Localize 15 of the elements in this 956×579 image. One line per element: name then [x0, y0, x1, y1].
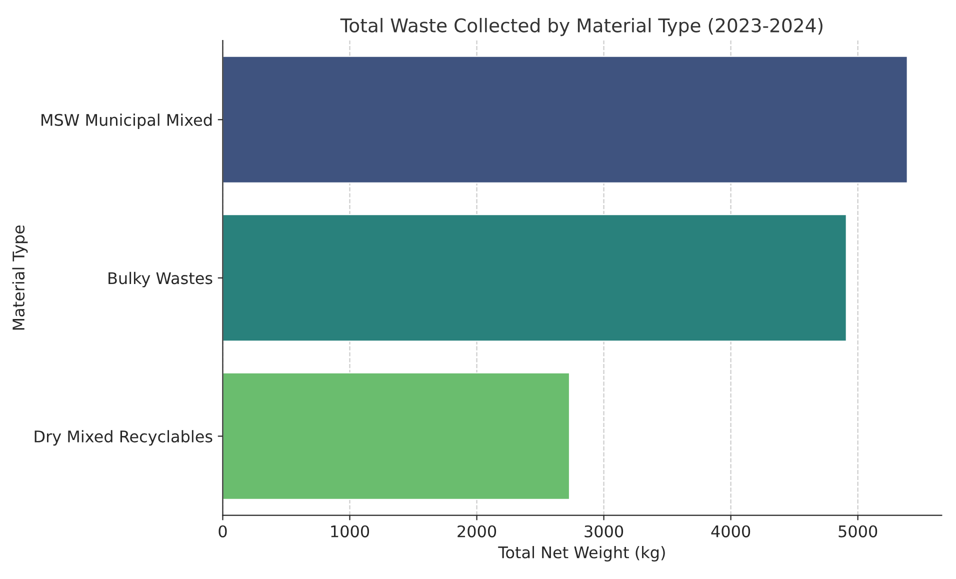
x-tick-label: 0 — [218, 525, 227, 538]
x-tick-label: 1000 — [331, 525, 370, 538]
y-axis-title: Material Type — [12, 225, 28, 330]
y-tick-label: Bulky Wastes — [108, 272, 212, 288]
bar — [222, 56, 908, 184]
bar — [222, 372, 570, 500]
bar — [222, 214, 847, 342]
x-axis-title: Total Net Weight (kg) — [498, 546, 665, 562]
x-tick-label: 5000 — [838, 525, 878, 538]
x-tick-label: 4000 — [711, 525, 750, 538]
chart-title: Total Waste Collected by Material Type (2023-2024) — [340, 18, 822, 36]
y-tick-label: MSW Municipal Mixed — [42, 114, 212, 130]
y-tick-label: Dry Mixed Recyclables — [34, 430, 212, 446]
x-tick-label: 2000 — [458, 525, 496, 538]
x-tick-label: 3000 — [584, 525, 624, 538]
